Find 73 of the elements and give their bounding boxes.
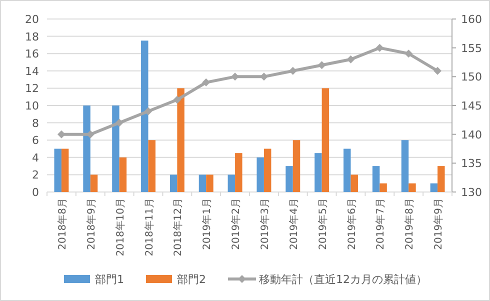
point bbox=[202, 78, 210, 86]
bar bbox=[148, 140, 156, 192]
bar bbox=[350, 174, 358, 192]
y2-tick-label: 130 bbox=[461, 186, 482, 199]
y2-tick-label: 140 bbox=[461, 128, 482, 142]
bar bbox=[235, 153, 242, 192]
x-tick-label: 2018年10月 bbox=[114, 198, 126, 256]
legend-label: 移動年計（直近12カ月の累計値） bbox=[259, 273, 427, 286]
y-tick-label: 8 bbox=[32, 116, 39, 130]
point bbox=[173, 96, 182, 104]
bar bbox=[141, 40, 148, 192]
bar bbox=[438, 166, 445, 192]
bar bbox=[61, 148, 69, 192]
bar bbox=[90, 174, 98, 192]
point bbox=[318, 61, 326, 70]
bar bbox=[54, 148, 62, 192]
legend-label: 部門2 bbox=[177, 273, 206, 286]
y-tick-label: 6 bbox=[32, 134, 39, 148]
x-tick-label: 2019年3月 bbox=[258, 198, 271, 250]
bar bbox=[372, 166, 380, 192]
x-tick-label: 2018年8月 bbox=[56, 198, 68, 250]
bar bbox=[322, 88, 330, 192]
point bbox=[404, 50, 413, 58]
x-tick-label: 2019年8月 bbox=[404, 198, 416, 250]
y2-tick-label: 155 bbox=[461, 42, 482, 55]
bar bbox=[256, 157, 264, 192]
x-tick-label: 2019年5月 bbox=[316, 198, 329, 250]
x-tick-label: 2019年4月 bbox=[288, 198, 300, 250]
y-tick-label: 4 bbox=[32, 151, 39, 164]
bar bbox=[264, 148, 272, 192]
y-tick-label: 12 bbox=[25, 82, 39, 96]
y-tick-label: 18 bbox=[25, 30, 39, 44]
point bbox=[346, 55, 355, 64]
bar bbox=[380, 183, 387, 192]
x-tick-label: 2019年9月 bbox=[432, 198, 445, 250]
y2-tick-label: 150 bbox=[461, 70, 482, 84]
bar bbox=[401, 140, 409, 192]
bar bbox=[177, 88, 184, 192]
point bbox=[115, 118, 124, 127]
x-tick-label: 2018年12月 bbox=[172, 198, 184, 256]
bar bbox=[430, 183, 438, 192]
bar bbox=[408, 183, 416, 192]
point bbox=[376, 44, 384, 52]
bar bbox=[228, 174, 236, 192]
x-tick-label: 2018年9月 bbox=[85, 198, 98, 250]
bar bbox=[344, 148, 351, 192]
y-tick-label: 0 bbox=[32, 186, 39, 199]
y2-tick-label: 145 bbox=[461, 100, 482, 112]
bar bbox=[83, 106, 90, 192]
y2-tick-label: 160 bbox=[461, 13, 482, 26]
bar bbox=[170, 174, 178, 192]
point bbox=[144, 107, 152, 116]
y-tick-label: 14 bbox=[25, 64, 39, 78]
bar bbox=[206, 174, 214, 192]
bar bbox=[112, 106, 120, 192]
bar bbox=[198, 174, 206, 192]
x-tick-label: 2019年2月 bbox=[230, 198, 242, 250]
y-tick-label: 2 bbox=[32, 168, 39, 182]
bar bbox=[286, 166, 293, 192]
y-tick-label: 10 bbox=[25, 100, 39, 112]
y2-tick-label: 135 bbox=[461, 157, 482, 170]
x-tick-label: 2019年7月 bbox=[374, 198, 387, 250]
legend-label: 部門1 bbox=[95, 273, 124, 286]
bar bbox=[314, 153, 322, 192]
bar bbox=[292, 140, 300, 192]
bar bbox=[119, 157, 127, 192]
x-tick-label: 2018年11月 bbox=[143, 198, 156, 256]
point bbox=[288, 66, 297, 75]
x-tick-label: 2019年1月 bbox=[201, 198, 214, 250]
y-tick-label: 16 bbox=[25, 48, 39, 61]
point bbox=[434, 66, 442, 75]
x-tick-label: 2019年6月 bbox=[346, 198, 358, 250]
y-tick-label: 20 bbox=[25, 13, 39, 26]
